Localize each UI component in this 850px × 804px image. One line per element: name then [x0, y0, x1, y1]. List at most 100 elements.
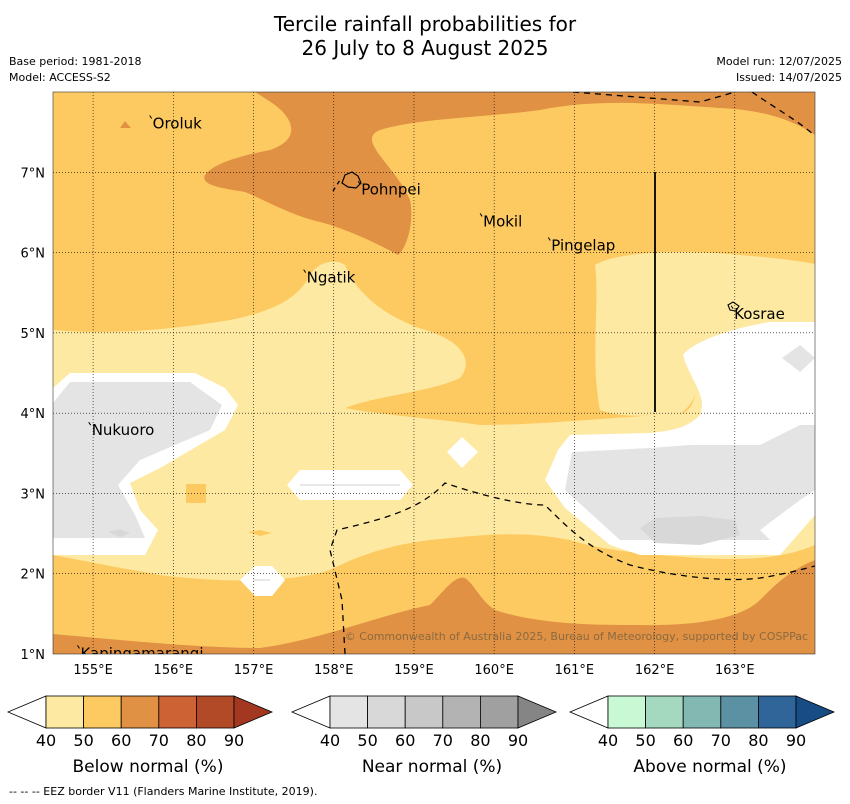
issued-date: Issued: 14/07/2025 [735, 71, 842, 84]
probability-map: Oroluk Pohnpei Mokil Pingelap Ngatik Kosrae Nu… [53, 92, 815, 662]
y-tick-label: 3°N [21, 487, 46, 502]
below-60-region-south [53, 560, 815, 654]
legend-title: Below normal (%) [73, 757, 224, 777]
legend-arrow-low [568, 695, 609, 729]
place-label-kosrae: Kosrae [734, 305, 785, 323]
legend-tick: 90 [786, 731, 806, 750]
place-marker [357, 181, 361, 185]
no-dominant-small-a [447, 437, 478, 468]
y-tick-label: 7°N [21, 166, 46, 181]
pohnpei-island [341, 171, 362, 189]
y-tick-label: 5°N [21, 327, 46, 342]
place-marker [303, 269, 307, 273]
place-label-kapingamarangi: Kapingamarangi [80, 644, 203, 662]
model-name: Model: ACCESS-S2 [9, 71, 111, 84]
near-50-region-west [108, 529, 130, 537]
legend-swatch [758, 695, 797, 729]
legend-tick: 40 [320, 731, 340, 750]
legend-swatch [682, 695, 722, 729]
legend-swatch [720, 695, 759, 729]
x-tick-label: 156°E [154, 663, 194, 678]
place-marker [149, 115, 153, 119]
place-label-nukuoro: Nukuoro [92, 421, 155, 439]
eez-border-northeast [751, 92, 815, 137]
x-tick-label: 160°E [474, 663, 514, 678]
legend-arrow-high [795, 695, 836, 729]
place-label-oroluk: Oroluk [153, 114, 202, 132]
meta-right: Model run: 12/07/2025 Issued: 14/07/2025 [716, 54, 842, 86]
eez-border-pohnpei [332, 179, 341, 192]
legend-swatch [45, 695, 84, 729]
legend-arrow-low [290, 695, 331, 729]
below-60-region-north [53, 92, 815, 255]
title-line-2: 26 July to 8 August 2025 [301, 36, 549, 60]
eez-footnote: -- -- -- EEZ border V11 (Flanders Marine… [9, 785, 318, 798]
x-axis-ticks: 155°E 156°E 157°E 158°E 159°E 160°E 161°E 162°E… [73, 663, 754, 678]
x-tick-label: 161°E [555, 663, 595, 678]
legend-tick: 40 [598, 731, 618, 750]
legend-swatch [442, 695, 481, 729]
place-label-ngatik: Ngatik [307, 269, 356, 287]
x-tick-label: 162°E [635, 663, 675, 678]
legend-tick: 90 [224, 731, 244, 750]
x-tick-label: 157°E [234, 663, 274, 678]
legend-tick: 70 [149, 731, 169, 750]
legend-tick: 60 [673, 731, 693, 750]
y-tick-label: 6°N [21, 247, 46, 262]
meta-left: Base period: 1981-2018 Model: ACCESS-S2 [9, 54, 141, 86]
place-marker [88, 421, 92, 426]
legend-swatch [479, 695, 519, 729]
y-tick-label: 1°N [21, 648, 46, 663]
legend-swatch [195, 695, 235, 729]
place-label-pohnpei: Pohnpei [361, 180, 421, 198]
place-marker [77, 645, 80, 649]
map-title: Tercile rainfall probabilities for 26 Ju… [0, 12, 850, 60]
y-tick-label: 4°N [21, 407, 46, 422]
below-50-patch-b [248, 530, 272, 536]
legend-tick: 80 [186, 731, 206, 750]
eez-border-south [329, 482, 815, 654]
y-tick-label: 2°N [21, 568, 46, 583]
legend-title: Above normal (%) [633, 757, 786, 777]
place-labels: Oroluk Pohnpei Mokil Pingelap Ngatik Kosrae Nu… [77, 114, 785, 662]
legend-swatch [645, 695, 684, 729]
legend-tick: 80 [470, 731, 490, 750]
near-40-region-west [53, 382, 222, 538]
legend-tick: 80 [748, 731, 768, 750]
below-60-speck [120, 121, 131, 128]
legend-swatch [367, 695, 406, 729]
below-50-patch-a [186, 484, 206, 503]
legend-swatch [158, 695, 197, 729]
legend-tick: 60 [395, 731, 415, 750]
map-frame [52, 91, 816, 655]
kosrae-island [727, 301, 740, 312]
copyright-credit: © Commonwealth of Australia 2025, Bureau… [345, 630, 808, 643]
base-period: Base period: 1981-2018 [9, 55, 142, 68]
model-run: Model run: 12/07/2025 [716, 55, 842, 68]
x-tick-label: 159°E [394, 663, 434, 678]
place-marker [547, 237, 551, 241]
title-line-1: Tercile rainfall probabilities for [273, 12, 577, 36]
near-40-region-east [565, 425, 815, 540]
legend-tick: 50 [635, 731, 655, 750]
legend-swatch [329, 695, 368, 729]
legend-arrow-low [6, 695, 47, 729]
legend-tick: 50 [357, 731, 377, 750]
legend-swatch [607, 695, 646, 729]
place-marker [730, 305, 734, 310]
legend-near: 40 50 60 70 80 90 Near normal (%) [290, 695, 558, 777]
place-label-mokil: Mokil [483, 212, 522, 230]
x-tick-label: 163°E [715, 663, 755, 678]
legend-tick: 60 [111, 731, 131, 750]
place-label-pingelap: Pingelap [551, 237, 615, 255]
legend-tick: 70 [433, 731, 453, 750]
near-40-region-far-east [782, 345, 815, 372]
legend-swatch [404, 695, 444, 729]
legend-tick: 70 [711, 731, 731, 750]
legend-swatch [83, 695, 122, 729]
place-marker [479, 213, 483, 217]
